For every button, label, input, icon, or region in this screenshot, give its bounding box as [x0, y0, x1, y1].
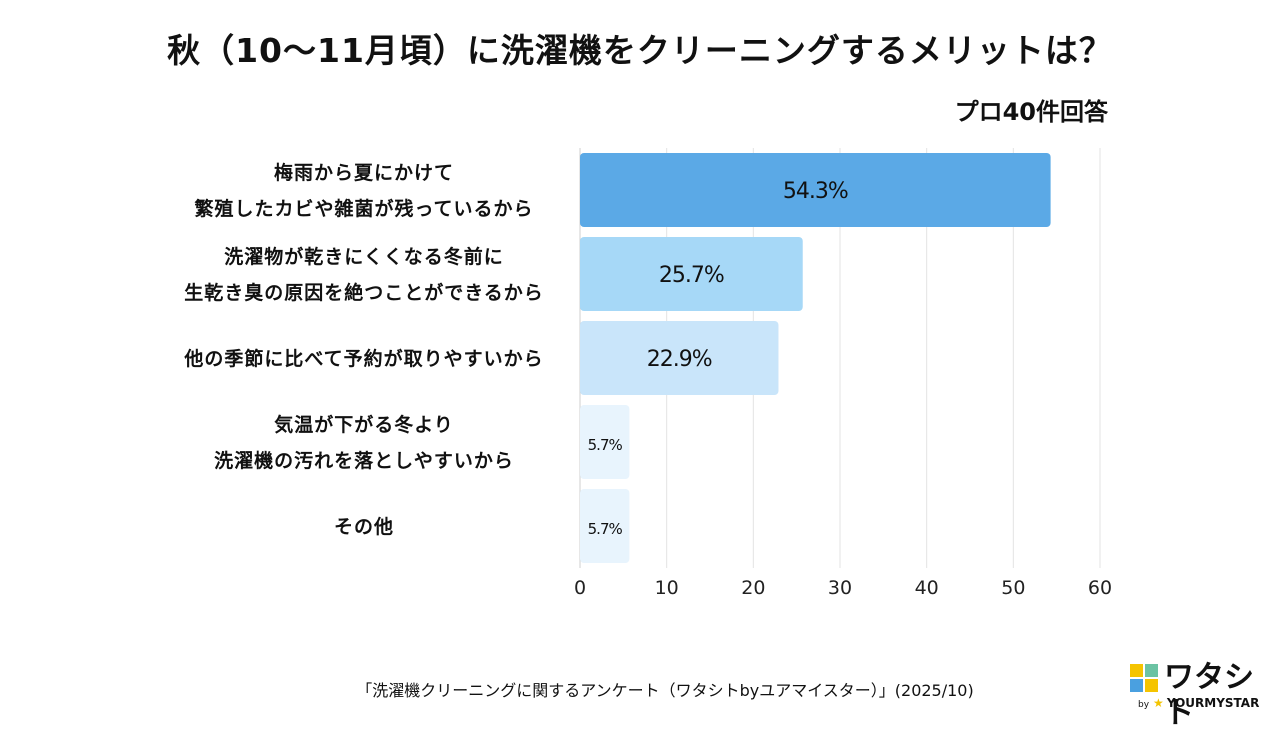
- x-tick-label-2: 20: [741, 577, 765, 599]
- bar-4: [580, 489, 630, 563]
- category-label-line: 繁殖したカビや雑菌が残っているから: [194, 197, 533, 220]
- logo-mark-icon: [1130, 664, 1158, 692]
- bar-0: [580, 153, 1051, 227]
- category-label-line: 洗濯物が乾きにくくなる冬前に: [224, 245, 504, 268]
- x-tick-label-5: 50: [1001, 577, 1025, 599]
- brand-company-line: by ★ YOURMYSTAR: [1138, 696, 1259, 710]
- chart-title: 秋（10〜11月頃）に洗濯機をクリーニングするメリットは？: [167, 31, 1113, 70]
- bar-1: [580, 237, 803, 311]
- category-label-line: その他: [334, 515, 394, 538]
- bar-value-label-1: 25.7%: [659, 263, 724, 288]
- category-label-2: 他の季節に比べて予約が取りやすいから: [183, 347, 543, 370]
- brand-company: YOURMYSTAR: [1166, 696, 1260, 710]
- category-label-line: 気温が下がる冬より: [274, 413, 454, 436]
- x-tick-label-1: 10: [655, 577, 679, 599]
- category-label-line: 洗濯機の汚れを落としやすいから: [214, 449, 514, 472]
- x-tick-label-0: 0: [574, 577, 586, 599]
- x-tick-label-3: 30: [828, 577, 852, 599]
- bar-2: [580, 321, 779, 395]
- category-label-4: その他: [334, 515, 394, 538]
- brand-by: by: [1138, 700, 1150, 710]
- bar-value-label-4: 5.7%: [588, 520, 623, 538]
- x-tick-label-4: 40: [915, 577, 939, 599]
- bar-value-label-3: 5.7%: [588, 436, 623, 454]
- bar-value-label-0: 54.3%: [783, 179, 848, 204]
- category-label-1: 洗濯物が乾きにくくなる冬前に生乾き臭の原因を絶つことができるから: [184, 245, 544, 304]
- bar-value-label-2: 22.9%: [647, 347, 712, 372]
- chart-subtitle: プロ40件回答: [954, 98, 1108, 126]
- star-icon: ★: [1153, 696, 1164, 710]
- category-label-line: 生乾き臭の原因を絶つことができるから: [184, 281, 544, 304]
- source-note: 「洗濯機クリーニングに関するアンケート（ワタシトbyユアマイスター）」(2025…: [356, 681, 974, 700]
- x-tick-label-6: 60: [1088, 577, 1112, 599]
- brand-logo: ワタシト by ★ YOURMYSTAR: [1130, 660, 1270, 731]
- category-label-3: 気温が下がる冬より洗濯機の汚れを落としやすいから: [214, 413, 514, 472]
- category-label-0: 梅雨から夏にかけて繁殖したカビや雑菌が残っているから: [194, 161, 533, 220]
- category-label-line: 梅雨から夏にかけて: [274, 161, 454, 184]
- bar-3: [580, 405, 630, 479]
- category-label-line: 他の季節に比べて予約が取りやすいから: [183, 347, 543, 370]
